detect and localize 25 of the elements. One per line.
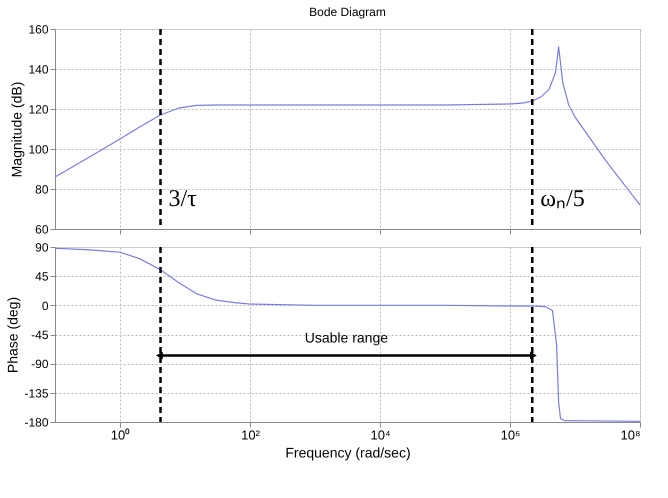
chart-title: Bode Diagram <box>309 5 386 19</box>
x-axis-title: Frequency (rad/sec) <box>285 444 411 460</box>
y-tick-label: 60 <box>35 222 49 236</box>
y-tick-label: -45 <box>31 328 49 342</box>
y-tick-label: 160 <box>28 22 49 36</box>
y-axis-title: Phase (deg) <box>4 296 20 374</box>
y-tick-label: -180 <box>24 416 49 430</box>
x-tick-label: 10⁸ <box>620 428 640 442</box>
x-tick-label: 10⁰ <box>110 428 130 442</box>
y-tick-label: 140 <box>28 62 49 76</box>
y-tick-label: 0 <box>42 298 49 313</box>
y-tick-label: -135 <box>24 386 49 400</box>
y-tick-label: 120 <box>28 102 49 116</box>
x-tick-label: 10⁴ <box>370 428 391 442</box>
annotation: Usable range <box>304 330 388 346</box>
y-tick-label: 45 <box>35 270 49 284</box>
y-tick-label: 80 <box>35 182 49 196</box>
y-tick-label: 100 <box>28 142 49 156</box>
y-tick-label: -90 <box>31 357 49 372</box>
x-tick-label: 10⁶ <box>500 428 520 442</box>
ref-line-label: ωₙ/5 <box>540 186 585 212</box>
ref-line-label: 3/τ <box>168 186 198 212</box>
x-tick-label: 10² <box>241 428 261 442</box>
y-tick-label: 90 <box>35 240 49 254</box>
y-axis-title: Magnitude (dB) <box>8 82 24 178</box>
